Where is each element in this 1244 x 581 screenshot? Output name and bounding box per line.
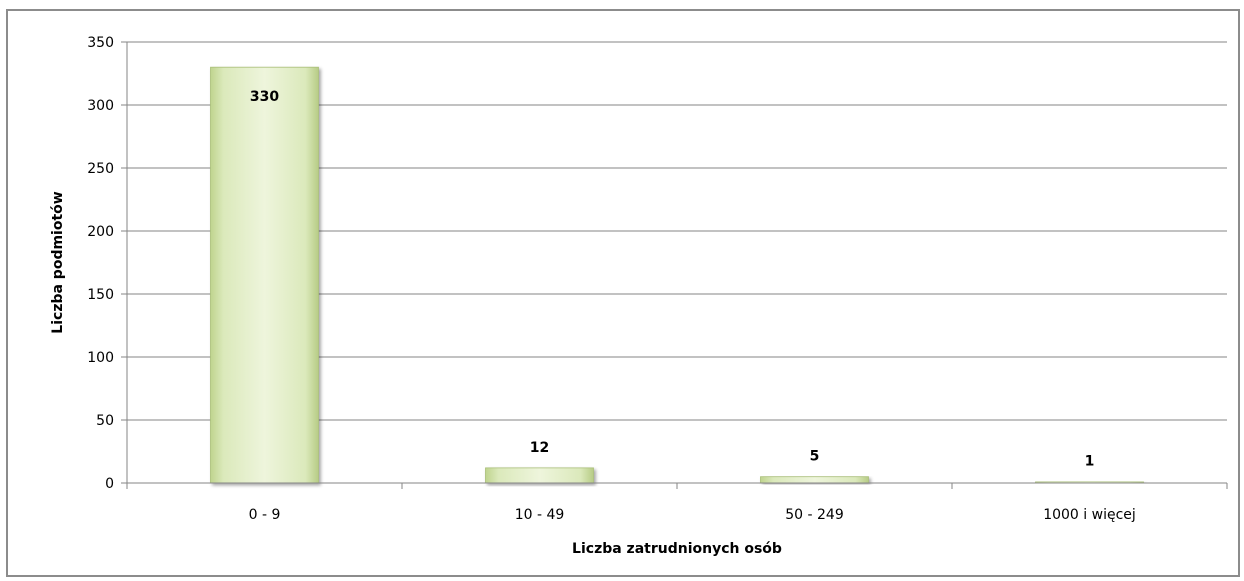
data-label: 330 xyxy=(250,89,279,105)
x-axis-ticks: 0 - 9 10 - 49 50 - 249 1000 i więcej xyxy=(126,483,1228,523)
y-tick-label: 100 xyxy=(87,350,114,366)
y-tick-label: 0 xyxy=(105,476,114,492)
data-label: 1 xyxy=(1085,454,1095,470)
y-tick-label: 350 xyxy=(87,35,114,51)
bar xyxy=(210,66,319,484)
y-tick-label: 200 xyxy=(87,224,114,240)
y-axis-title: Liczba podmiotów xyxy=(50,191,66,333)
x-tick-label: 1000 i więcej xyxy=(1043,507,1136,523)
bar xyxy=(485,467,594,484)
y-tick-label: 150 xyxy=(87,287,114,303)
x-axis-title: Liczba zatrudnionych osób xyxy=(572,541,782,557)
x-tick-label: 10 - 49 xyxy=(515,507,565,523)
y-tick-label: 250 xyxy=(87,161,114,177)
x-tick-label: 0 - 9 xyxy=(249,507,281,523)
y-tick-label: 300 xyxy=(87,98,114,114)
bars xyxy=(210,66,1144,484)
data-label: 5 xyxy=(810,449,820,465)
y-tick-label: 50 xyxy=(96,413,114,429)
bar xyxy=(760,476,869,484)
y-axis-ticks: 0 50 100 150 200 250 300 350 xyxy=(87,35,127,492)
x-tick-label: 50 - 249 xyxy=(785,507,844,523)
data-label: 12 xyxy=(530,440,549,456)
data-labels: 330 12 5 1 xyxy=(250,89,1094,470)
